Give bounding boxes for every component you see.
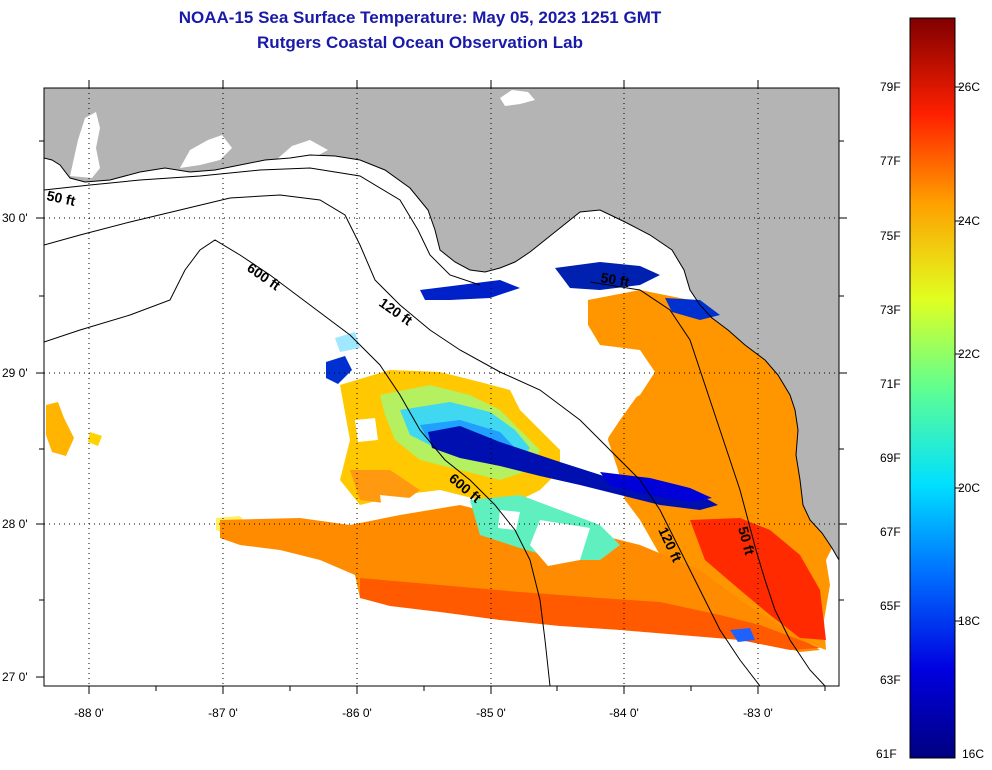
colorbar-c-label: 26C: [958, 80, 980, 94]
cloud-gap: [520, 372, 640, 450]
isobath-600ft: [44, 239, 551, 686]
coastline: [44, 154, 839, 561]
lat-label: 29 0': [2, 366, 28, 380]
colorbar-c-label: 20C: [958, 481, 980, 495]
cloud-gap: [380, 495, 410, 512]
colorbar-f-label: 67F: [880, 525, 901, 539]
sst-patch: [665, 298, 720, 320]
isobath-label: 50 ft: [735, 525, 758, 557]
lat-label: 28 0': [2, 517, 28, 531]
bay-inlet: [70, 112, 100, 178]
sst-patch: [335, 332, 360, 352]
lon-label: -87 0': [208, 706, 238, 720]
colorbar-c-label: 24C: [958, 214, 980, 228]
lon-label: -86 0': [342, 706, 372, 720]
map-subtitle: Rutgers Coastal Ocean Observation Lab: [257, 33, 583, 52]
colorbar-f-label: 69F: [880, 451, 901, 465]
sst-patch: [555, 262, 660, 290]
colorbar-c-label: 16C: [962, 747, 984, 761]
sst-patch: [350, 470, 420, 505]
colorbar-c-label: 22C: [958, 347, 980, 361]
isobath-label: 50 ft: [45, 187, 77, 209]
colorbar-f-label: 61F: [876, 747, 897, 761]
axis-ticks: [36, 80, 847, 694]
sst-patch: [360, 578, 820, 650]
map-frame: [43, 87, 840, 687]
bay-inlet: [180, 135, 232, 168]
cloud-gap: [530, 520, 590, 566]
sst-patch: [88, 432, 102, 446]
colorbar-c-label: 18C: [958, 614, 980, 628]
colorbar-f-label: 77F: [880, 154, 901, 168]
cloud-gap: [355, 418, 378, 442]
isobath-120ft: [44, 194, 761, 686]
lon-label: -85 0': [476, 706, 506, 720]
sst-patch: [420, 280, 520, 300]
colorbar-f-label: 65F: [880, 599, 901, 613]
colorbar: 79F 77F 75F 73F 71F 69F 67F 65F 63F 61F …: [876, 17, 984, 761]
sst-patch: [326, 356, 352, 384]
colorbar-f-label: 75F: [880, 229, 901, 243]
map-panel: [44, 88, 839, 686]
bay-inlet: [500, 90, 535, 106]
lat-label: 27 0': [2, 670, 28, 684]
sst-patch: [600, 472, 712, 502]
isobath-50ft: [44, 167, 826, 686]
colorbar-f-label: 73F: [880, 303, 901, 317]
map-title: NOAA-15 Sea Surface Temperature: May 05,…: [178, 8, 662, 27]
lon-label: -84 0': [609, 706, 639, 720]
colorbar-f-label: 79F: [880, 80, 901, 94]
lon-label: -83 0': [743, 706, 773, 720]
colorbar-f-label: 71F: [880, 377, 901, 391]
isobath-label: 50 ft: [599, 269, 630, 290]
lat-label: 30 0': [2, 211, 28, 225]
sst-patch: [46, 402, 74, 456]
sst-patch: [730, 628, 755, 642]
colorbar-f-label: 63F: [880, 673, 901, 687]
land-mass: [44, 88, 839, 560]
colorbar-gradient: [909, 17, 956, 759]
lon-label: -88 0': [74, 706, 104, 720]
